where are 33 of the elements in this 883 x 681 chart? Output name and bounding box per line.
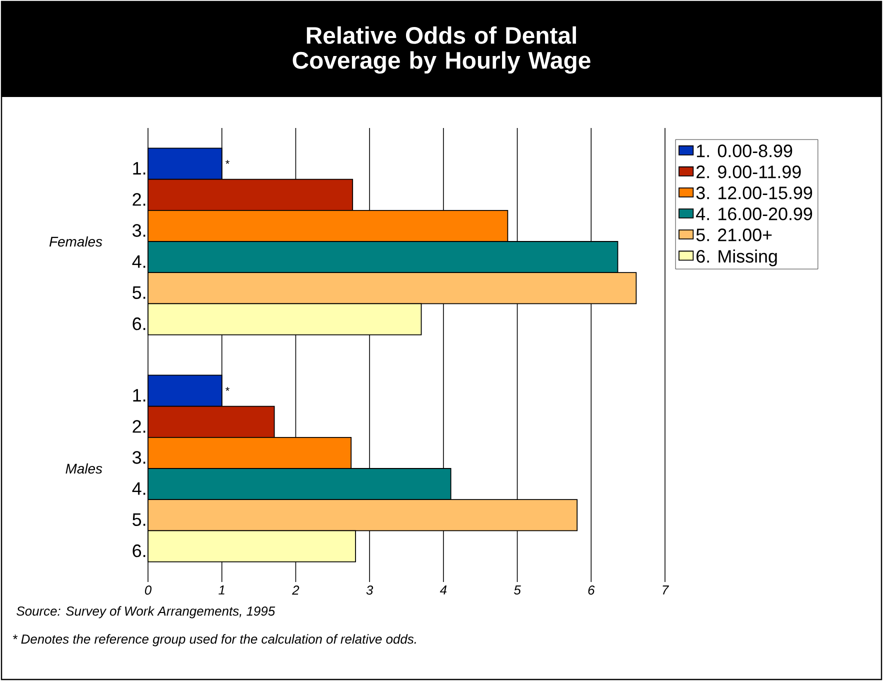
x-tick-label: 2 <box>292 586 300 595</box>
x-tick-label: 4 <box>440 586 447 594</box>
legend-label: 6. Missing <box>696 250 777 266</box>
text: 1. <box>133 162 146 174</box>
text: 5. <box>132 513 146 526</box>
text: 3. <box>132 451 146 464</box>
legend-label: 4. 16.00-20.99 <box>696 208 812 220</box>
text: 3. <box>132 224 146 237</box>
x-tick-label: 6 <box>588 586 595 595</box>
chart-title: Relative Odds of Dental Coverage by Hourly Wage <box>292 26 590 74</box>
legend-label: 2. 9.00-11.99 <box>696 166 801 178</box>
legend-label: 3. 12.00-15.99 <box>696 186 812 200</box>
x-tick-label: 5 <box>514 586 521 595</box>
text: * Denotes the reference group used for the calculation of relative odds. <box>12 634 416 646</box>
x-tick-label: 0 <box>144 586 152 595</box>
annotation: * <box>226 160 230 164</box>
annotation: * <box>226 387 230 391</box>
legend-label: 1. 0.00-8.99 <box>696 144 792 158</box>
legend-label: 5. 21.00+ <box>696 228 772 242</box>
text: 4. <box>132 255 146 268</box>
y-tick-label: Males <box>66 463 102 474</box>
text: 6. <box>132 317 146 330</box>
text: 4. <box>132 482 146 495</box>
source-note: Source: Survey of Work Arrangements, 1995 <box>16 606 276 618</box>
text: 6. <box>132 544 146 558</box>
text: 2. <box>132 420 146 433</box>
x-tick-label: 3 <box>366 586 374 595</box>
x-tick-label: 1 <box>218 586 224 594</box>
text: 5. <box>132 286 146 299</box>
text: 2. <box>132 193 146 206</box>
y-tick-label: Females <box>49 236 102 247</box>
x-tick-label: 7 <box>662 586 670 594</box>
text: 1. <box>133 389 146 402</box>
